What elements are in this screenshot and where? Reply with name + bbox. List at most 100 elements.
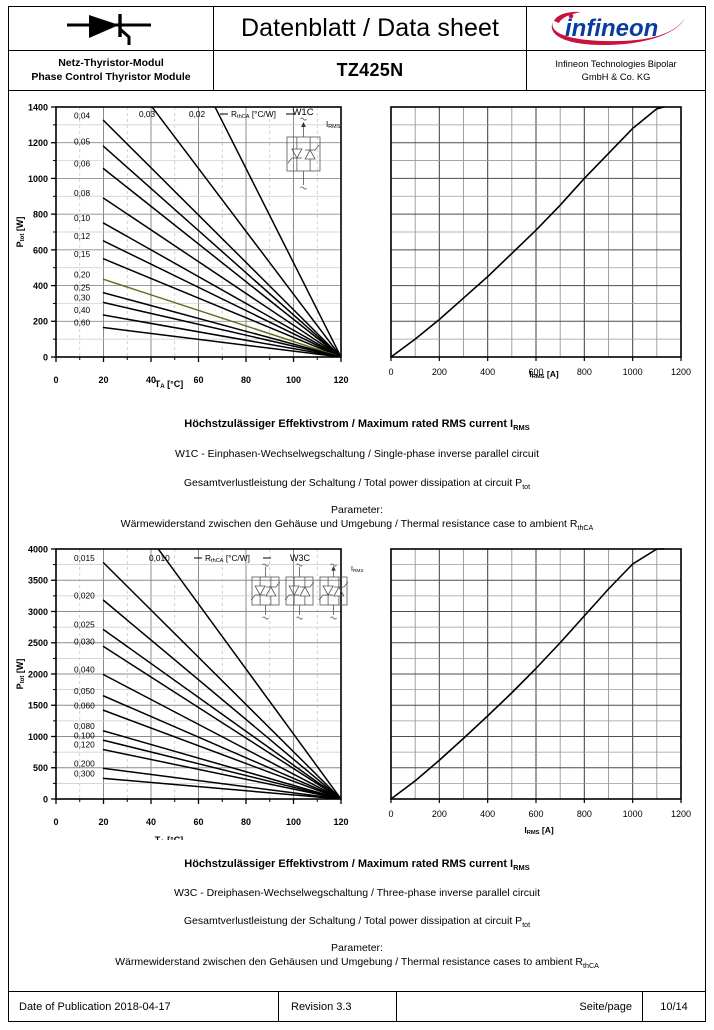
thyristor-triangle <box>265 586 277 597</box>
rth-curve <box>157 549 341 799</box>
gate-lead <box>250 594 256 601</box>
w3c-caption-circuit: W3C - Dreiphasen-Wechselwegschaltung / T… <box>9 887 705 899</box>
y-tick-label: 200 <box>33 317 48 327</box>
page-header: Datenblatt / Data sheet infineon Netz-Th… <box>9 7 705 93</box>
irms-symbol-label: IRMS <box>351 566 364 574</box>
thyristor-box <box>286 136 321 172</box>
current-arrow <box>301 122 306 127</box>
curve-group <box>102 549 341 799</box>
footer-page-label-cell: Seite/page <box>397 992 643 1021</box>
x-tick-label: 20 <box>98 375 108 385</box>
rth-curve <box>102 730 341 799</box>
module-name-cell: Netz-Thyristor-Modul Phase Control Thyri… <box>9 51 214 90</box>
device-type-cell: TZ425N <box>214 51 527 90</box>
rth-curve <box>102 767 341 799</box>
rth-curve <box>102 777 341 799</box>
gate-lead <box>314 144 320 151</box>
x-tick-label: 1000 <box>623 367 643 377</box>
gate-lead <box>287 157 293 164</box>
w1c-circuit-text: W1C - Einphasen-Wechselwegschaltung / Si… <box>175 448 539 460</box>
w3c-caption-parameter: Parameter: <box>9 942 705 954</box>
x-tick-label: 0 <box>388 367 393 377</box>
x-axis-title: IRMS [A] <box>524 825 554 836</box>
w1c-caption-sub: RMS <box>513 423 530 433</box>
w3c-power-text: Gesamtverlustleistung der Schaltung / To… <box>183 915 523 927</box>
rth-curve <box>102 709 341 799</box>
w3c-circuit-text: W3C - Dreiphasen-Wechselwegschaltung / T… <box>173 887 541 899</box>
rth-curve-label: 0,12 <box>74 231 91 241</box>
y-tick-label: 0 <box>43 794 48 804</box>
x-tick-label: 0 <box>53 817 58 827</box>
x-axis-title: TA [°C] <box>155 835 184 840</box>
rth-curve <box>102 167 341 357</box>
rth-curve <box>102 145 341 357</box>
w1c-caption-title: Höchstzulässiger Effektivstrom / Maximum… <box>9 418 705 432</box>
thyristor-triangle <box>304 149 316 160</box>
datasheet-page: Datenblatt / Data sheet infineon Netz-Th… <box>8 6 706 1022</box>
x-tick-label: 100 <box>286 817 301 827</box>
rth-curve <box>102 645 341 799</box>
thyristor-box <box>251 576 280 606</box>
rth-curve-label: 0,03 <box>139 109 156 119</box>
rth-curve-label: 0,200 <box>74 758 95 768</box>
y-tick-label: 2000 <box>28 669 48 679</box>
rth-curve <box>102 197 341 357</box>
module-name-de: Netz-Thyristor-Modul <box>58 56 164 69</box>
ptot-irms-curve <box>390 548 665 800</box>
rth-curve <box>102 119 341 357</box>
x-tick-label: 20 <box>98 817 108 827</box>
w3c-thyristor-pair <box>250 576 281 606</box>
w3c-caption-title: Höchstzulässiger Effektivstrom / Maximum… <box>9 858 705 872</box>
rth-curve <box>102 222 341 357</box>
x-tick-label: 60 <box>193 375 203 385</box>
x-tick-label: 200 <box>432 367 447 377</box>
rth-curve-label: 0,080 <box>74 721 95 731</box>
ptot-irms-curve <box>390 106 665 358</box>
thyristor-triangle <box>299 586 311 597</box>
rth-curve-label: 0,06 <box>74 159 91 169</box>
gate-lead <box>309 581 315 588</box>
x-tick-label: 400 <box>480 367 495 377</box>
rth-curve-label: 0,040 <box>74 665 95 675</box>
rth-legend-label: RthCA [°C/W] <box>231 109 276 120</box>
w1c-caption-param-detail: Wärmewiderstand zwischen den Gehäuse und… <box>9 518 705 532</box>
rth-curve-label: 0,300 <box>74 768 95 778</box>
footer-date-cell: Date of Publication 2018-04-17 <box>9 992 279 1021</box>
w3c-caption-power: Gesamtverlustleistung der Schaltung / To… <box>9 915 705 929</box>
x-tick-label: 600 <box>528 367 543 377</box>
w3c-param-detail-sub: thCA <box>583 962 599 971</box>
rth-curve <box>102 628 341 799</box>
ac-source-icon <box>262 563 269 567</box>
y-axis-title: Ptot [W] <box>15 659 26 690</box>
rth-curve <box>102 291 341 357</box>
y-tick-label: 800 <box>33 210 48 220</box>
w1c-parameter-label: Parameter: <box>331 504 383 516</box>
w1c-symbol-label: W1C <box>292 107 313 118</box>
x-tick-label: 80 <box>241 375 251 385</box>
w3c-caption-param-detail: Wärmewiderstand zwischen den Gehäusen un… <box>9 956 705 970</box>
rth-curve-label: 0,08 <box>74 188 91 198</box>
w3c-thyristor-pair <box>284 576 315 606</box>
rth-curve <box>102 240 341 357</box>
rth-curve-label: 0,060 <box>74 700 95 710</box>
revision-label: Revision 3.3 <box>291 1000 352 1013</box>
x-tick-label: 40 <box>146 817 156 827</box>
svg-text:infineon: infineon <box>565 15 658 42</box>
page-title: Datenblatt / Data sheet <box>240 14 499 42</box>
w1c-power-sub: tot <box>522 483 531 492</box>
brand-logo-cell: infineon <box>527 7 705 50</box>
w1c-power-text: Gesamtverlustleistung der Schaltung / To… <box>183 477 523 489</box>
footer-page-number-cell: 10/14 <box>643 992 705 1021</box>
rth-curve <box>214 107 341 357</box>
rth-curve <box>102 739 341 799</box>
gate-lead <box>275 581 281 588</box>
rth-curve <box>102 599 341 799</box>
company-name-cell: Infineon Technologies Bipolar GmbH & Co.… <box>527 51 705 90</box>
rth-curve-label: 0,15 <box>74 249 91 259</box>
rth-curve-label: 0,60 <box>74 318 91 328</box>
rth-curve-label: 0,05 <box>74 136 91 146</box>
w3c-chart-block: 0,015 0,020 0,025 0,030 0,040 0,050 0,060 0,080… <box>9 535 705 840</box>
module-name-en: Phase Control Thyristor Module <box>31 70 191 83</box>
rth-curve <box>102 258 341 357</box>
w3c-irms-chart: 0 200 400 600 800 1000 1200 IRMS [A] <box>388 548 691 836</box>
